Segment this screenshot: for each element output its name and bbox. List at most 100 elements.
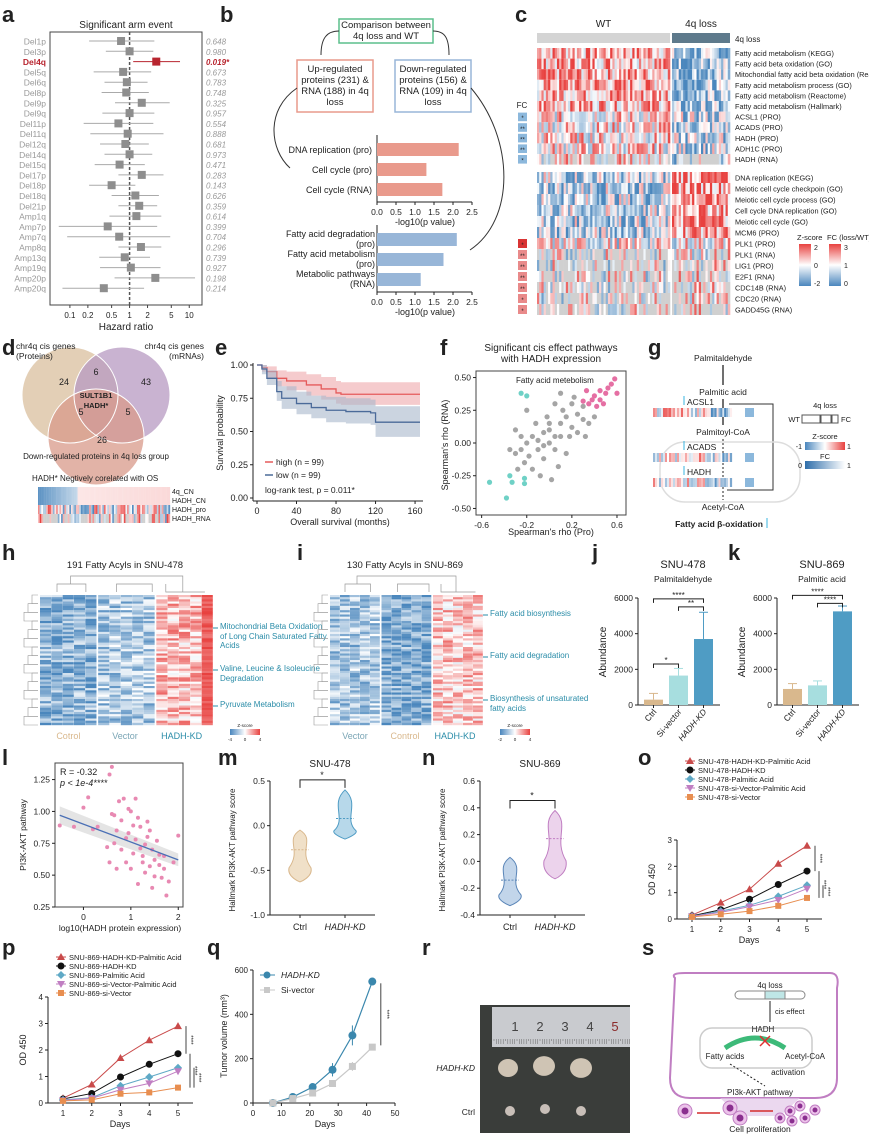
heat-cell xyxy=(330,649,340,652)
heat-cell xyxy=(128,487,131,496)
heat-cell xyxy=(548,194,551,205)
heat-cell xyxy=(689,238,693,249)
data-point xyxy=(140,854,145,859)
heat-cell xyxy=(340,712,350,715)
heat-cell xyxy=(556,172,560,183)
heat-cell xyxy=(665,205,669,216)
row-dendrogram xyxy=(27,707,38,717)
heat-cell xyxy=(109,625,121,628)
heat-cell xyxy=(603,216,607,227)
heat-cell xyxy=(360,666,370,669)
enzyme-label: HADH xyxy=(687,467,711,477)
heat-cell xyxy=(104,505,106,514)
heat-cell xyxy=(632,282,635,293)
heat-cell xyxy=(663,58,666,70)
heat-cell xyxy=(650,205,653,216)
heat-cell xyxy=(74,623,86,626)
heat-cell xyxy=(473,653,483,656)
set-label: chr4q cis genes (mRNAs) xyxy=(144,341,204,361)
heat-cell xyxy=(98,718,110,721)
heat-cell xyxy=(453,714,463,717)
heat-cell xyxy=(381,651,392,654)
heat-cell xyxy=(167,629,179,633)
heat-cell xyxy=(330,605,340,609)
heat-cell xyxy=(146,496,149,505)
heat-cell xyxy=(647,58,651,70)
heat-cell xyxy=(570,58,573,70)
heat-cell xyxy=(190,679,202,682)
p-value: 0.673 xyxy=(206,68,227,77)
heat-cell xyxy=(463,616,473,620)
heat-cell xyxy=(340,595,350,598)
heat-cell xyxy=(576,69,580,80)
heat-cell xyxy=(725,238,729,249)
heat-cell xyxy=(98,690,110,693)
heat-cell xyxy=(370,716,380,719)
heat-cell xyxy=(473,608,483,611)
heat-cell xyxy=(610,154,613,165)
heat-cell xyxy=(443,612,453,615)
heat-cell xyxy=(411,722,422,726)
heat-cell xyxy=(381,675,392,678)
heat-cell xyxy=(411,610,422,613)
heat-cell xyxy=(652,260,655,271)
heat-cell xyxy=(605,132,609,144)
heat-cell xyxy=(156,638,168,641)
heat-cell xyxy=(716,69,720,80)
heat-cell xyxy=(473,709,483,713)
heat-cell xyxy=(594,304,598,315)
heat-cell xyxy=(570,183,573,194)
heat-cell xyxy=(179,634,191,637)
heat-cell xyxy=(179,605,191,609)
heat-cell xyxy=(561,48,564,59)
heat-cell xyxy=(340,651,350,654)
heat-cell xyxy=(656,172,660,183)
heat-cell xyxy=(72,505,75,514)
heat-cell xyxy=(433,625,443,628)
heat-cell xyxy=(663,304,666,315)
heat-cell xyxy=(473,599,483,602)
heat-cell xyxy=(601,282,604,293)
heat-cell xyxy=(543,154,547,165)
heat-cell xyxy=(699,408,702,417)
heat-cell xyxy=(330,692,340,695)
x-tick-label: 2.0 xyxy=(447,207,459,217)
heat-cell xyxy=(603,69,607,80)
heat-cell xyxy=(98,681,110,685)
heat-cell xyxy=(590,111,593,123)
heat-cell xyxy=(674,249,677,260)
data-point xyxy=(583,388,590,394)
heat-cell xyxy=(537,132,540,144)
heat-cell xyxy=(156,696,168,700)
heat-cell xyxy=(120,699,132,702)
heat-cell xyxy=(619,194,622,205)
heat-cell xyxy=(72,487,75,496)
heat-cell xyxy=(463,662,473,665)
heat-cell xyxy=(340,623,350,626)
heat-cell xyxy=(658,183,662,194)
heat-cell xyxy=(701,238,704,249)
heat-cell xyxy=(42,505,45,514)
heat-cell xyxy=(132,631,144,635)
heat-cell xyxy=(579,205,582,216)
heat-cell xyxy=(698,304,702,315)
heat-cell xyxy=(692,132,695,144)
heat-cell xyxy=(57,487,60,496)
heat-cell xyxy=(132,601,144,604)
heat-cell xyxy=(74,496,77,505)
heat-cell xyxy=(607,183,611,194)
heat-cell xyxy=(627,48,631,59)
heat-cell xyxy=(652,111,655,123)
heat-cell xyxy=(381,716,392,719)
heat-cell xyxy=(590,48,593,59)
heat-cell xyxy=(132,657,144,661)
legend-label: WT xyxy=(788,415,800,424)
heat-cell xyxy=(381,679,392,682)
heat-cell xyxy=(705,90,708,101)
heat-cell xyxy=(707,132,711,144)
heat-cell xyxy=(201,660,213,663)
heat-cell xyxy=(705,282,708,293)
heat-cell xyxy=(718,282,722,293)
heat-cell xyxy=(473,629,483,633)
